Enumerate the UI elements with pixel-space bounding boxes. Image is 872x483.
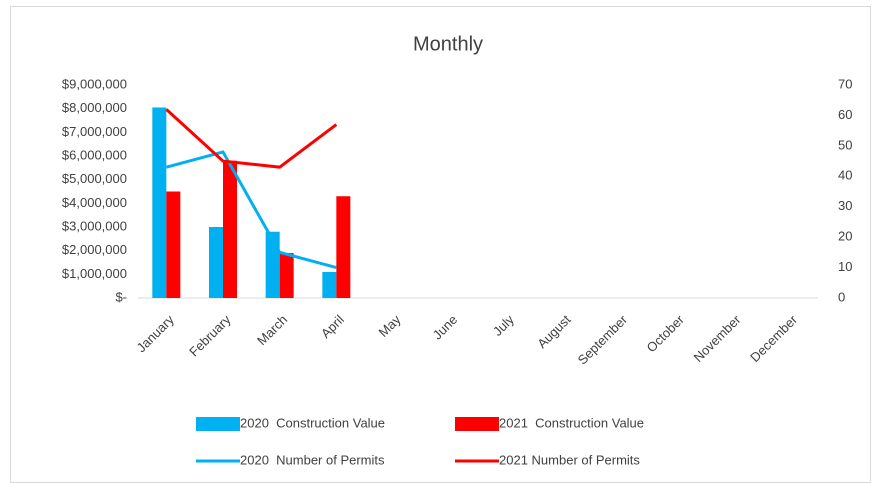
y-tick-label: $4,000,000	[62, 195, 127, 210]
legend-label: 2021 Construction Value	[499, 415, 644, 430]
bar	[152, 107, 167, 298]
y2-tick-label: 50	[838, 137, 852, 152]
legend-label: 2020 Number of Permits	[240, 452, 385, 467]
y-tick-label: $8,000,000	[62, 100, 127, 115]
bar	[336, 196, 351, 298]
bar	[223, 160, 237, 298]
bar	[279, 253, 294, 298]
legend-label: 2021 Number of Permits	[499, 452, 640, 467]
legend-swatch	[196, 417, 240, 431]
y2-tick-label: 70	[838, 76, 852, 91]
y-tick-label: $-	[115, 289, 127, 304]
y2-tick-label: 0	[838, 289, 845, 304]
legend-label: 2020 Construction Value	[240, 415, 385, 430]
y-tick-label: $1,000,000	[62, 266, 127, 281]
y-tick-label: $3,000,000	[62, 218, 127, 233]
bar	[209, 227, 223, 298]
y2-tick-label: 60	[838, 107, 852, 122]
y-tick-label: $9,000,000	[62, 76, 127, 91]
line	[165, 108, 338, 169]
y2-tick-label: 30	[838, 198, 852, 213]
bar	[322, 271, 337, 298]
legend-swatch	[455, 417, 499, 431]
y-tick-label: $6,000,000	[62, 147, 127, 162]
y-tick-label: $7,000,000	[62, 124, 127, 139]
y2-tick-label: 40	[838, 168, 852, 183]
bar	[166, 191, 181, 298]
line	[165, 150, 337, 270]
y-tick-label: $2,000,000	[62, 242, 127, 257]
y2-tick-label: 20	[838, 229, 852, 244]
y-tick-label: $5,000,000	[62, 171, 127, 186]
chart-frame	[10, 6, 871, 483]
chart-title: Monthly	[413, 33, 483, 55]
y2-tick-label: 10	[838, 259, 852, 274]
